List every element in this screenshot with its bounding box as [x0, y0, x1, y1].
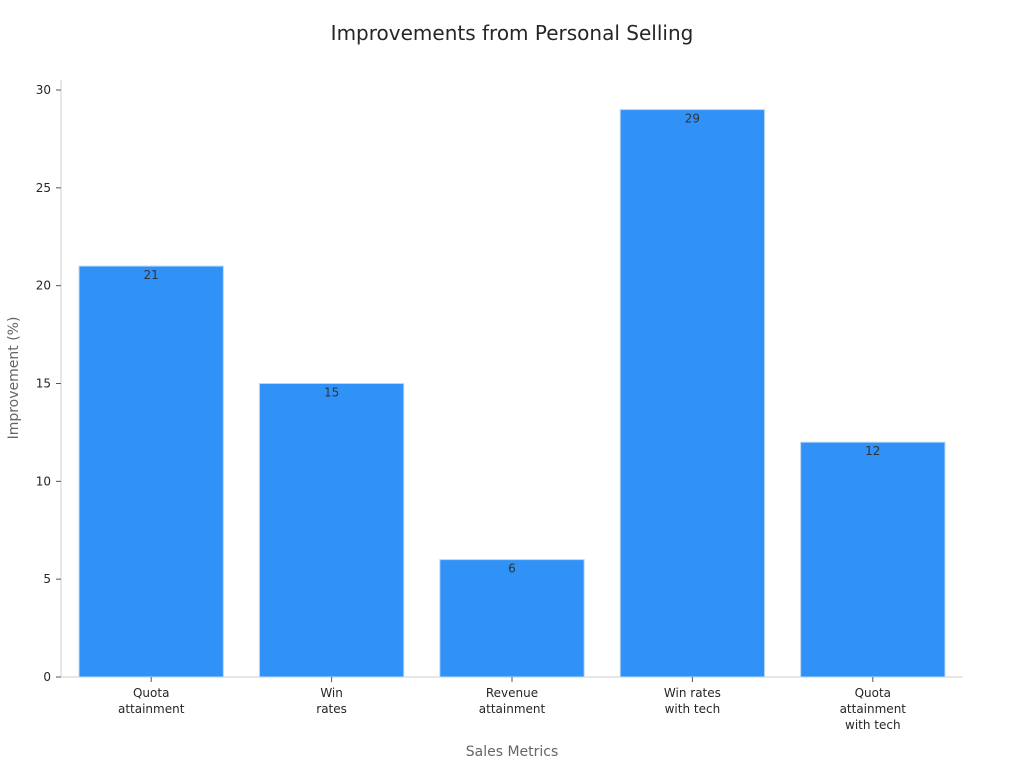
y-tick-label: 30: [36, 83, 51, 97]
x-tick-label-line: Win rates: [664, 686, 721, 700]
x-tick-label-line: attainment: [118, 702, 185, 716]
x-tick-label: Quota attainment: [118, 686, 185, 716]
bar: [800, 441, 946, 678]
x-tick-label-line: with tech: [845, 718, 901, 732]
x-axis-label: Sales Metrics: [466, 744, 559, 760]
bar-data-label: 21: [144, 268, 159, 282]
y-tick-label: 0: [43, 670, 51, 684]
y-tick-label: 5: [43, 572, 51, 586]
x-tick-label-line: with tech: [665, 702, 721, 716]
bar: [439, 559, 585, 678]
y-tick-label: 20: [36, 279, 51, 293]
x-tick-label-line: rates: [316, 702, 347, 716]
bar-data-label: 12: [865, 444, 880, 458]
x-tick-label-line: Quota: [855, 686, 891, 700]
x-tick-label: Revenue attainment: [479, 686, 546, 716]
x-tick-label: Win rates with tech: [664, 686, 721, 716]
x-tick-label-line: Quota: [133, 686, 169, 700]
y-axis-label: Improvement (%): [6, 317, 22, 440]
y-tick-label: 10: [36, 474, 51, 488]
x-tick-label: Quota attainment with tech: [840, 686, 907, 732]
y-tick-label: 25: [36, 181, 51, 195]
bar: [258, 383, 405, 678]
x-tick-label: Win rates: [316, 686, 347, 716]
x-tick-label-line: attainment: [840, 702, 907, 716]
x-tick-label-line: attainment: [479, 702, 546, 716]
chart-title: Improvements from Personal Selling: [331, 21, 694, 45]
bar: [78, 265, 224, 678]
bar-data-label: 15: [324, 386, 339, 400]
x-tick-label-line: Revenue: [486, 686, 538, 700]
plot-area: 0 5 10 15 20 25 30 21 Quota attainment 15 Win rates 6…: [36, 80, 963, 732]
bar-data-label: 29: [685, 112, 700, 126]
y-tick-label: 15: [36, 377, 51, 391]
bar-data-label: 6: [508, 562, 516, 576]
x-tick-label-line: Win: [320, 686, 343, 700]
bar: [619, 109, 766, 678]
